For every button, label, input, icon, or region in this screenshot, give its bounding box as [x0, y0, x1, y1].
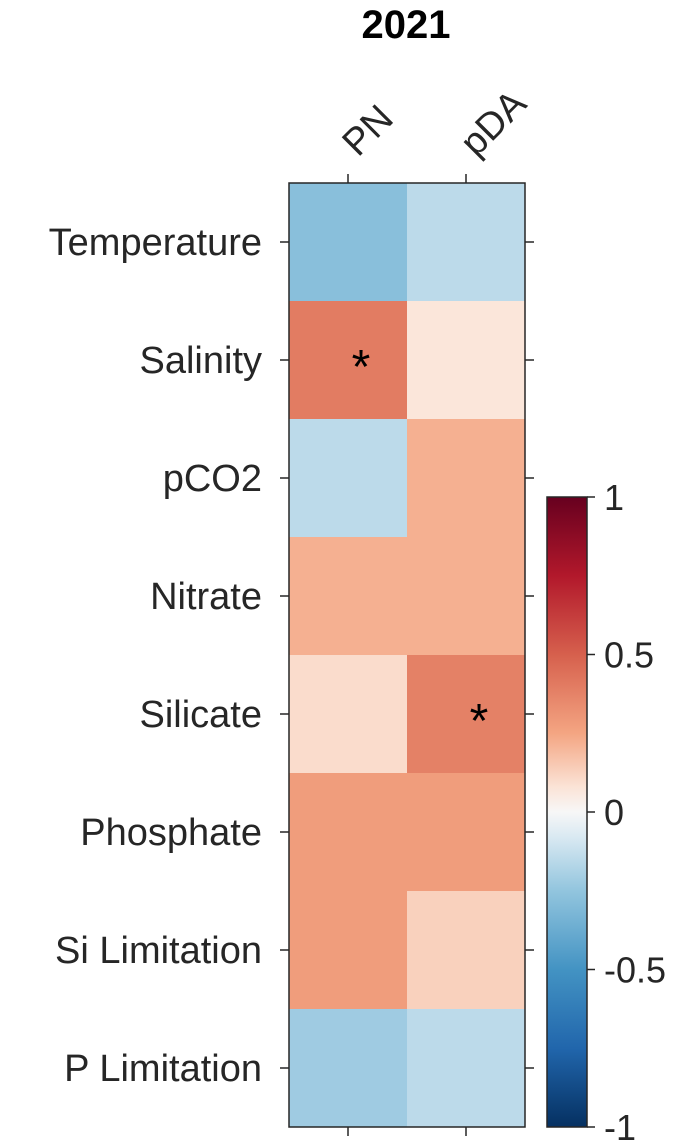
heatmap-cell	[289, 301, 408, 420]
heatmap-cell	[289, 773, 408, 892]
row-label: Nitrate	[150, 576, 262, 618]
heatmap-cell	[289, 1009, 408, 1128]
row-label: Si Limitation	[55, 930, 262, 972]
significance-marker: *	[352, 341, 371, 394]
heatmap-cell	[407, 183, 526, 302]
colorbar-tick-label: 0.5	[604, 635, 654, 676]
colorbar-tick-label: -1	[604, 1107, 636, 1148]
heatmap-cell	[289, 891, 408, 1010]
significance-markers: **	[352, 341, 489, 748]
heatmap-cell	[407, 773, 526, 892]
heatmap-cell	[289, 537, 408, 656]
row-label: Silicate	[140, 694, 263, 736]
row-label: pCO2	[163, 458, 262, 500]
chart-title: 2021	[362, 3, 451, 47]
colorbar-tick-label: 1	[604, 477, 624, 518]
row-label: Phosphate	[80, 812, 262, 854]
heatmap-cells	[289, 183, 526, 1128]
column-label: PN	[335, 97, 402, 164]
heatmap-cell	[407, 1009, 526, 1128]
heatmap-cell	[407, 537, 526, 656]
row-label: Salinity	[140, 340, 263, 382]
row-label: Temperature	[49, 222, 262, 264]
heatmap-cell	[289, 419, 408, 538]
heatmap-cell	[407, 301, 526, 420]
colorbar-tick-label: 0	[604, 792, 624, 833]
significance-marker: *	[470, 695, 489, 748]
heatmap-cell	[289, 655, 408, 774]
plot-frame	[288, 182, 526, 1128]
column-labels: PN pDA	[335, 82, 535, 164]
row-label: P Limitation	[64, 1048, 262, 1090]
column-label: pDA	[453, 82, 535, 164]
colorbar-tick-label: -0.5	[604, 950, 666, 991]
colorbar-ticks: 1 0.5 0 -0.5 -1	[587, 477, 666, 1148]
heatmap-cell	[407, 891, 526, 1010]
heatmap-cell	[289, 183, 408, 302]
axis-ticks	[280, 174, 534, 1136]
row-labels: Temperature Salinity pCO2 Nitrate Silicate Ph…	[49, 222, 262, 1090]
heatmap-cell	[407, 419, 526, 538]
colorbar	[546, 496, 588, 1128]
heatmap-cell	[407, 655, 526, 774]
